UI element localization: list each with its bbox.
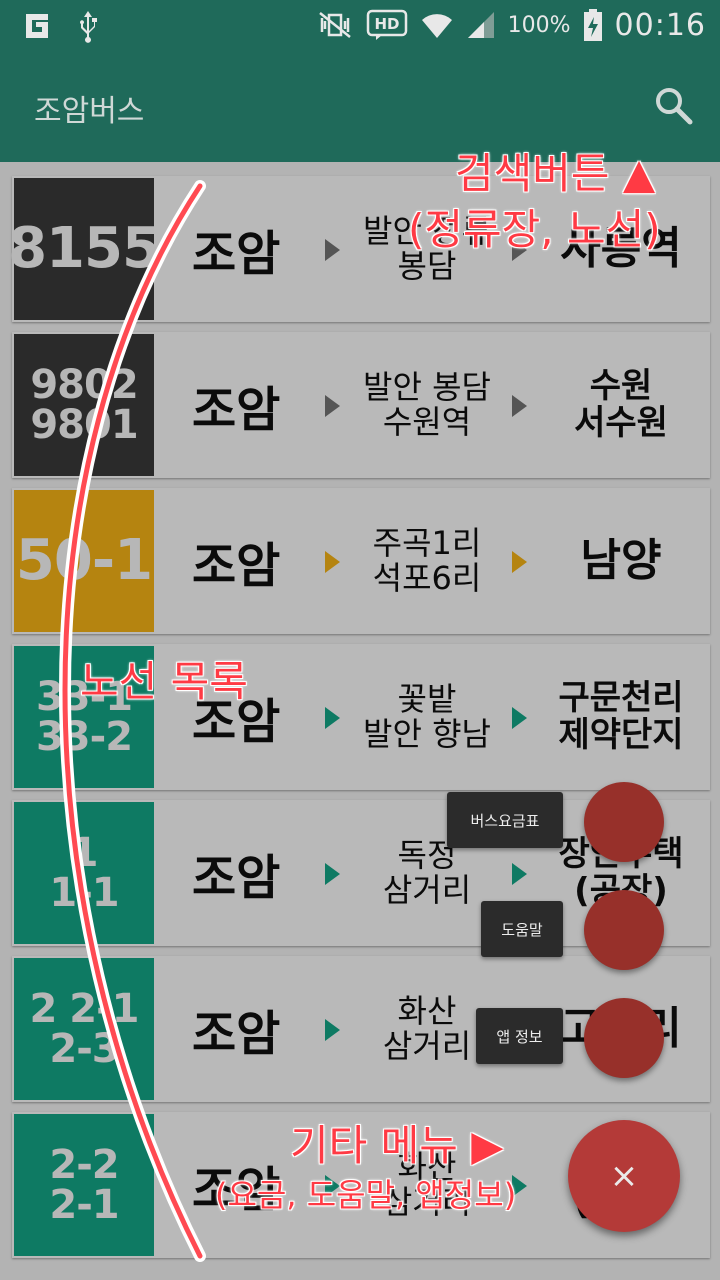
route-origin: 조암 bbox=[192, 694, 281, 750]
list-annotation: 노선 목록 bbox=[80, 657, 248, 706]
route-number-badge: 1 1-1 bbox=[14, 802, 154, 944]
app-bar: 조암버스 bbox=[0, 50, 720, 162]
signal-icon bbox=[466, 7, 496, 43]
route-destination-stop: 제약단지 bbox=[558, 715, 684, 755]
arrow-right-icon bbox=[325, 1175, 340, 1197]
help-button[interactable] bbox=[584, 890, 664, 970]
route-via-stop: 화산 bbox=[397, 1147, 457, 1186]
route-via: 주곡1리 석포6리 bbox=[352, 488, 502, 634]
arrow-right-icon bbox=[325, 707, 340, 729]
arrow-right-icon bbox=[512, 395, 527, 417]
status-bar: HD 100% 00:16 bbox=[0, 0, 720, 50]
route-via: 발안 정류 봉담 bbox=[352, 176, 502, 322]
app-notification-icon bbox=[20, 8, 54, 44]
route-via-stop: 독정 bbox=[397, 835, 457, 874]
route-origin: 조암 bbox=[192, 1006, 281, 1062]
route-number-text: 1-1 bbox=[49, 870, 119, 916]
route-destination: 구문천리 제약단지 bbox=[542, 644, 700, 790]
route-card[interactable]: 50-1 조암 주곡1리 석포6리 남양 bbox=[12, 488, 710, 634]
route-destination: 사릉역 bbox=[542, 176, 700, 322]
route-destination: 남양 bbox=[542, 488, 700, 634]
route-number-text: 2-2 bbox=[49, 1142, 119, 1188]
route-number-badge: 2-2 2-1 bbox=[14, 1114, 154, 1256]
arrow-right-icon bbox=[325, 1019, 340, 1041]
battery-percent: 100% bbox=[507, 12, 571, 38]
route-origin: 조암 bbox=[192, 850, 281, 906]
arrow-right-icon bbox=[325, 863, 340, 885]
route-via-stop: 삼거리 bbox=[382, 871, 472, 909]
route-number-text: 8155 bbox=[8, 216, 161, 281]
route-origin: 조암 bbox=[192, 1162, 281, 1218]
route-via-stop: 발안 봉담 bbox=[363, 367, 491, 406]
route-via-stop: 발안 정류 bbox=[363, 211, 491, 250]
menu-annotation-title: 기타 메뉴 ▶ bbox=[290, 1121, 504, 1170]
route-number-badge: 8155 bbox=[8, 178, 161, 320]
route-via-stop: 삼거리 bbox=[382, 1183, 472, 1221]
fare-table-label[interactable]: 버스요금표 bbox=[447, 792, 563, 848]
route-destination-stop: 사릉역 bbox=[560, 222, 682, 274]
route-origin: 조암 bbox=[192, 226, 281, 282]
help-label[interactable]: 도움말 bbox=[481, 901, 563, 957]
route-destination-stop: 남양 bbox=[580, 534, 662, 586]
arrow-right-icon bbox=[512, 863, 527, 885]
usb-icon bbox=[76, 8, 100, 44]
route-number-text: 2-1 bbox=[49, 1182, 119, 1228]
route-via-stop: 석포6리 bbox=[372, 559, 482, 597]
route-via: 독정 삼거리 bbox=[352, 800, 502, 946]
clock: 00:16 bbox=[614, 7, 706, 43]
arrow-right-icon bbox=[512, 1175, 527, 1197]
route-via: 발안 봉담 수원역 bbox=[352, 332, 502, 478]
search-annotation-title: 검색버튼 ▲ bbox=[455, 149, 656, 198]
route-destination: 수원 서수원 bbox=[542, 332, 700, 478]
hd-voice-icon: HD bbox=[366, 7, 408, 43]
arrow-right-icon bbox=[325, 395, 340, 417]
route-number-text: 9802 bbox=[30, 362, 138, 408]
wifi-icon bbox=[420, 7, 454, 43]
route-via-stop: 꽃밭 bbox=[397, 679, 457, 718]
route-origin: 조암 bbox=[192, 382, 281, 438]
route-destination-stop: 서수원 bbox=[574, 403, 668, 443]
route-via-stop: 삼거리 bbox=[382, 1027, 472, 1065]
route-via-stop: 화산 bbox=[397, 991, 457, 1030]
route-destination-stop: 수원 bbox=[589, 365, 653, 406]
svg-text:HD: HD bbox=[374, 15, 399, 33]
route-via-stop: 수원역 bbox=[382, 403, 472, 441]
route-number-badge: 9802 9801 bbox=[14, 334, 154, 476]
fare-table-button[interactable] bbox=[584, 782, 664, 862]
route-destination-stop: 구문천리 bbox=[558, 677, 684, 718]
route-number-badge: 50-1 bbox=[14, 490, 154, 632]
route-via: 화산 삼거리 bbox=[352, 956, 502, 1102]
route-via-stop: 발안 향남 bbox=[363, 715, 491, 753]
route-number-text: 1 bbox=[70, 830, 99, 876]
route-via: 화산 삼거리 bbox=[352, 1112, 502, 1258]
route-via-stop: 주곡1리 bbox=[372, 523, 482, 562]
route-via-stop: 봉담 bbox=[397, 247, 457, 285]
route-number-text: 50-1 bbox=[15, 528, 153, 593]
battery-charging-icon bbox=[583, 7, 603, 43]
about-label[interactable]: 앱 정보 bbox=[476, 1008, 563, 1064]
route-number-text: 2 2-1 bbox=[29, 986, 139, 1032]
arrow-right-icon bbox=[325, 551, 340, 573]
app-title: 조암버스 bbox=[34, 94, 145, 129]
arrow-right-icon bbox=[512, 239, 527, 261]
route-number-text: 2-3 bbox=[49, 1026, 119, 1072]
about-button[interactable] bbox=[584, 998, 664, 1078]
route-card[interactable]: 9802 9801 조암 발안 봉담 수원역 수원 서수원 bbox=[12, 332, 710, 478]
close-icon: × bbox=[609, 1156, 639, 1196]
arrow-right-icon bbox=[512, 551, 527, 573]
route-origin: 조암 bbox=[192, 538, 281, 594]
search-icon[interactable] bbox=[654, 86, 694, 126]
route-number-text: 9801 bbox=[30, 402, 138, 448]
search-annotation-detail: (정류장, 노선) bbox=[408, 205, 661, 254]
menu-annotation-detail: (요금, 도움말, 앱정보) bbox=[215, 1176, 517, 1214]
route-number-text: 33-2 bbox=[35, 714, 133, 760]
arrow-right-icon bbox=[325, 239, 340, 261]
vibrate-mute-icon bbox=[316, 7, 354, 43]
route-number-badge: 2 2-1 2-3 bbox=[14, 958, 154, 1100]
fab-close-button[interactable]: × bbox=[568, 1120, 680, 1232]
arrow-right-icon bbox=[512, 707, 527, 729]
route-via: 꽃밭 발안 향남 bbox=[352, 644, 502, 790]
route-list: 8155 조암 발안 정류 봉담 사릉역 9802 9801 조암 발안 봉담 수원역 수원 서수원 5… bbox=[8, 176, 710, 1268]
